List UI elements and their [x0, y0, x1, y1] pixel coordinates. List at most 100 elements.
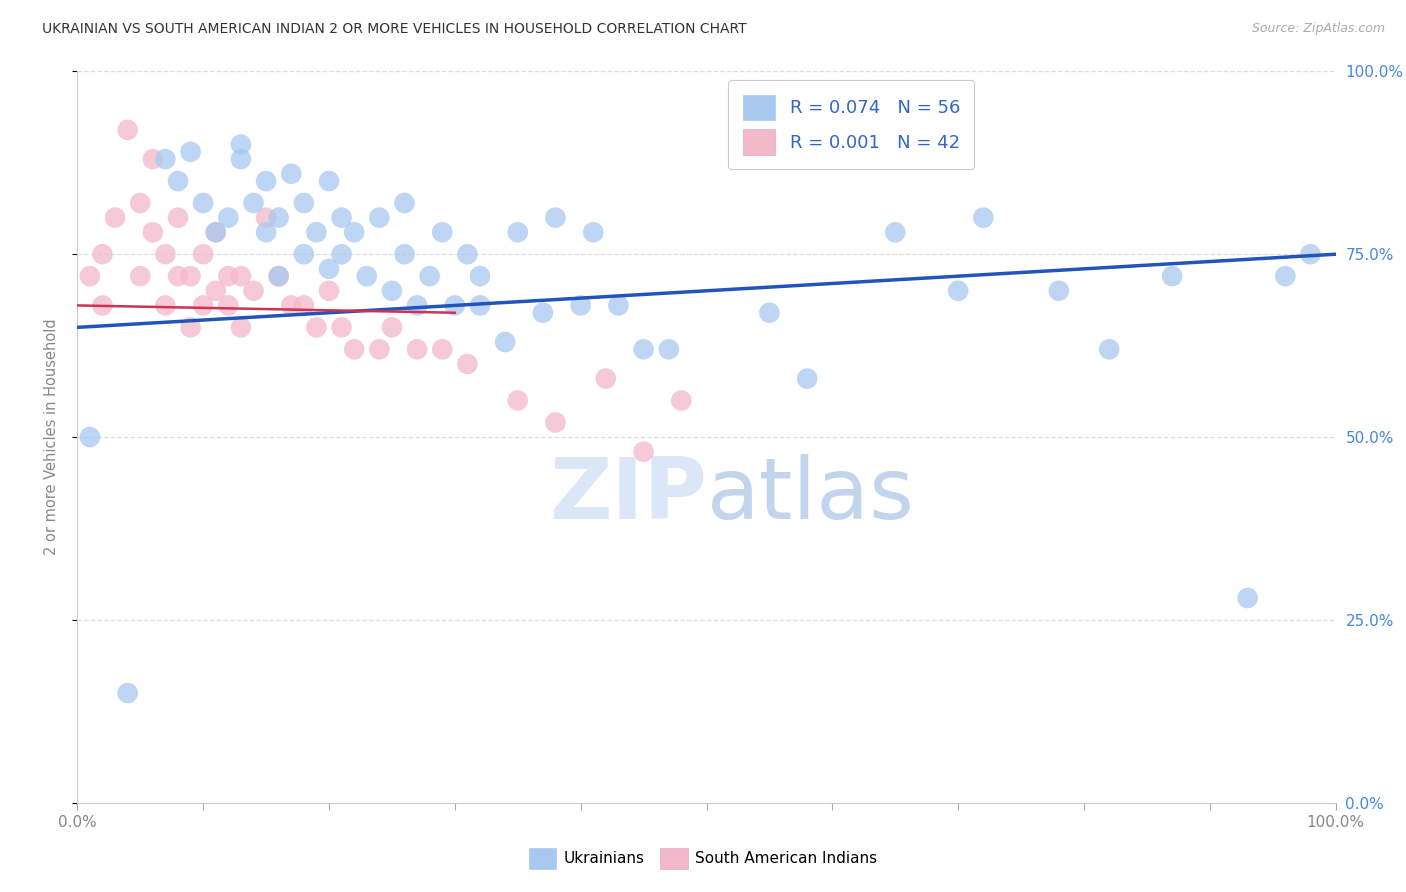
- Point: [204, 225, 226, 239]
- Point: [254, 211, 277, 225]
- Point: [129, 196, 152, 211]
- Point: [155, 152, 177, 166]
- Point: [229, 137, 252, 152]
- Point: [456, 357, 478, 371]
- Point: [494, 334, 516, 349]
- Point: [595, 371, 617, 385]
- Point: [1161, 269, 1184, 284]
- Point: [330, 211, 353, 225]
- Point: [305, 225, 328, 239]
- Point: [343, 225, 366, 239]
- Point: [254, 174, 277, 188]
- Point: [267, 269, 290, 284]
- Text: atlas: atlas: [707, 454, 914, 537]
- Point: [204, 225, 226, 239]
- Point: [155, 247, 177, 261]
- Point: [432, 225, 454, 239]
- Point: [368, 211, 391, 225]
- Point: [91, 247, 114, 261]
- Point: [204, 284, 226, 298]
- Point: [217, 269, 239, 284]
- Point: [191, 196, 215, 211]
- Legend: Ukrainians, South American Indians: Ukrainians, South American Indians: [523, 841, 883, 875]
- Point: [254, 225, 277, 239]
- Point: [506, 225, 529, 239]
- Point: [368, 343, 391, 357]
- Point: [117, 686, 139, 700]
- Point: [1098, 343, 1121, 357]
- Point: [343, 343, 366, 357]
- Text: Source: ZipAtlas.com: Source: ZipAtlas.com: [1251, 22, 1385, 36]
- Y-axis label: 2 or more Vehicles in Household: 2 or more Vehicles in Household: [44, 318, 59, 556]
- Point: [972, 211, 994, 225]
- Text: UKRAINIAN VS SOUTH AMERICAN INDIAN 2 OR MORE VEHICLES IN HOUSEHOLD CORRELATION C: UKRAINIAN VS SOUTH AMERICAN INDIAN 2 OR …: [42, 22, 747, 37]
- Point: [229, 152, 252, 166]
- Point: [381, 284, 404, 298]
- Point: [217, 211, 239, 225]
- Point: [544, 211, 567, 225]
- Point: [292, 196, 315, 211]
- Point: [569, 298, 592, 312]
- Point: [229, 269, 252, 284]
- Point: [948, 284, 970, 298]
- Point: [180, 269, 202, 284]
- Point: [142, 225, 165, 239]
- Point: [633, 343, 655, 357]
- Point: [544, 416, 567, 430]
- Point: [318, 284, 340, 298]
- Point: [531, 306, 554, 320]
- Point: [884, 225, 907, 239]
- Point: [242, 196, 264, 211]
- Point: [330, 247, 353, 261]
- Point: [394, 196, 416, 211]
- Point: [406, 343, 429, 357]
- Point: [280, 167, 302, 181]
- Point: [292, 298, 315, 312]
- Point: [432, 343, 454, 357]
- Point: [1274, 269, 1296, 284]
- Text: ZIP: ZIP: [548, 454, 707, 537]
- Point: [456, 247, 478, 261]
- Legend: R = 0.074   N = 56, R = 0.001   N = 42: R = 0.074 N = 56, R = 0.001 N = 42: [728, 80, 974, 169]
- Point: [468, 298, 491, 312]
- Point: [406, 298, 429, 312]
- Point: [1299, 247, 1322, 261]
- Point: [79, 430, 101, 444]
- Point: [104, 211, 127, 225]
- Point: [167, 269, 190, 284]
- Point: [267, 269, 290, 284]
- Point: [318, 174, 340, 188]
- Point: [217, 298, 239, 312]
- Point: [155, 298, 177, 312]
- Point: [180, 320, 202, 334]
- Point: [292, 247, 315, 261]
- Point: [191, 298, 215, 312]
- Point: [1236, 591, 1258, 605]
- Point: [305, 320, 328, 334]
- Point: [79, 269, 101, 284]
- Point: [167, 211, 190, 225]
- Point: [117, 123, 139, 137]
- Point: [658, 343, 681, 357]
- Point: [180, 145, 202, 159]
- Point: [318, 261, 340, 276]
- Point: [506, 393, 529, 408]
- Point: [1047, 284, 1070, 298]
- Point: [419, 269, 441, 284]
- Point: [394, 247, 416, 261]
- Point: [796, 371, 818, 385]
- Point: [444, 298, 467, 312]
- Point: [468, 269, 491, 284]
- Point: [381, 320, 404, 334]
- Point: [142, 152, 165, 166]
- Point: [607, 298, 630, 312]
- Point: [267, 211, 290, 225]
- Point: [91, 298, 114, 312]
- Point: [356, 269, 378, 284]
- Point: [191, 247, 215, 261]
- Point: [167, 174, 190, 188]
- Point: [280, 298, 302, 312]
- Point: [582, 225, 605, 239]
- Point: [671, 393, 693, 408]
- Point: [129, 269, 152, 284]
